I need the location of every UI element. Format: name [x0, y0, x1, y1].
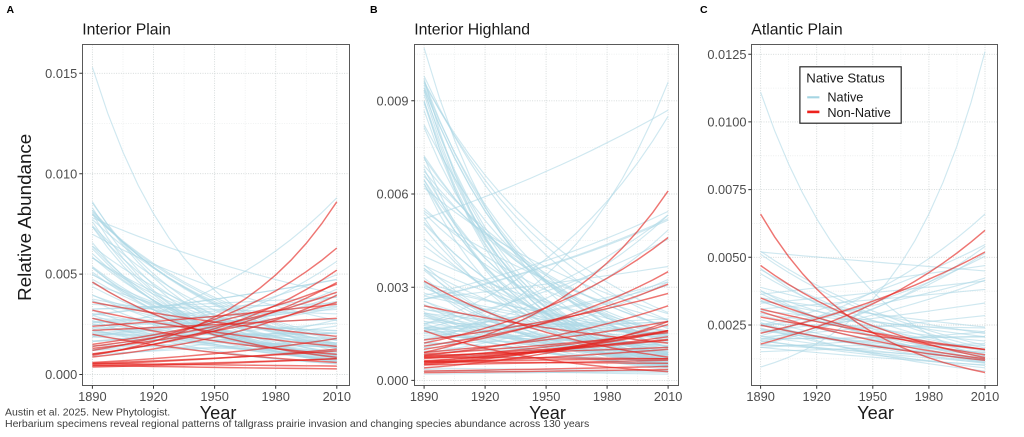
- svg-text:0.000: 0.000: [376, 373, 408, 388]
- svg-text:Native: Native: [827, 90, 863, 104]
- svg-text:0.0025: 0.0025: [707, 318, 746, 333]
- svg-text:1920: 1920: [139, 389, 167, 404]
- svg-text:2010: 2010: [971, 389, 999, 404]
- svg-text:Relative Abundance: Relative Abundance: [14, 134, 35, 301]
- svg-text:0.005: 0.005: [45, 267, 77, 282]
- svg-text:Year: Year: [529, 403, 566, 423]
- svg-text:1980: 1980: [593, 389, 621, 404]
- svg-text:1890: 1890: [78, 389, 106, 404]
- svg-text:1980: 1980: [915, 389, 943, 404]
- svg-text:0.006: 0.006: [376, 187, 408, 202]
- svg-text:Year: Year: [200, 403, 237, 423]
- svg-text:1950: 1950: [532, 389, 560, 404]
- svg-text:Interior Plain: Interior Plain: [82, 22, 171, 39]
- svg-text:B: B: [370, 4, 378, 16]
- svg-text:Atlantic Plain: Atlantic Plain: [751, 22, 842, 39]
- svg-text:0.0100: 0.0100: [707, 115, 746, 130]
- svg-text:1920: 1920: [802, 389, 830, 404]
- svg-text:Year: Year: [857, 403, 894, 423]
- svg-text:1920: 1920: [471, 389, 499, 404]
- svg-text:0.0075: 0.0075: [707, 182, 746, 197]
- svg-text:Non-Native: Non-Native: [827, 106, 890, 120]
- svg-text:0.010: 0.010: [45, 166, 77, 181]
- svg-text:1890: 1890: [746, 389, 774, 404]
- svg-text:0.003: 0.003: [376, 280, 408, 295]
- svg-text:Native Status: Native Status: [806, 70, 885, 85]
- svg-text:2010: 2010: [654, 389, 682, 404]
- svg-text:1890: 1890: [410, 389, 438, 404]
- svg-text:A: A: [7, 4, 15, 16]
- svg-text:0.015: 0.015: [45, 66, 77, 81]
- svg-text:Interior Highland: Interior Highland: [414, 22, 530, 39]
- svg-text:2010: 2010: [323, 389, 351, 404]
- svg-text:Herbarium specimens reveal reg: Herbarium specimens reveal regional patt…: [5, 418, 589, 430]
- svg-text:0.009: 0.009: [376, 93, 408, 108]
- svg-text:C: C: [700, 4, 708, 16]
- svg-text:Austin et al. 2025. New Phytol: Austin et al. 2025. New Phytologist.: [5, 406, 170, 418]
- svg-text:0.000: 0.000: [45, 367, 77, 382]
- svg-text:0.0125: 0.0125: [707, 47, 746, 62]
- svg-text:1980: 1980: [261, 389, 289, 404]
- svg-text:1950: 1950: [859, 389, 887, 404]
- svg-text:0.0050: 0.0050: [707, 250, 746, 265]
- svg-text:1950: 1950: [200, 389, 228, 404]
